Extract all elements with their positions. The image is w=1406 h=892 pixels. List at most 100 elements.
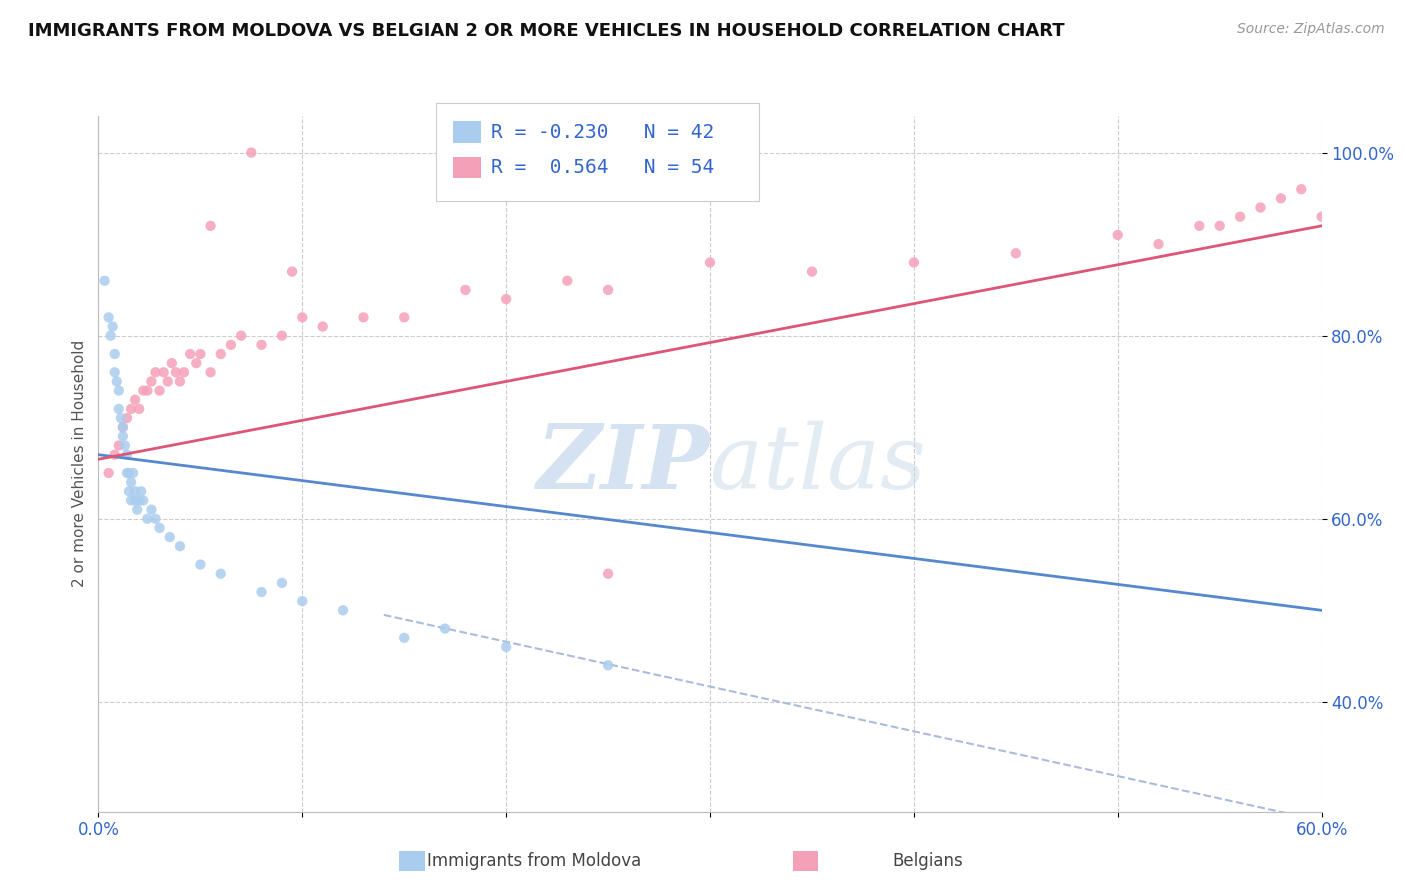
Point <box>115 466 138 480</box>
Point <box>332 603 354 617</box>
Point <box>111 429 134 443</box>
Point <box>152 365 174 379</box>
Point <box>188 347 212 361</box>
Point <box>97 466 120 480</box>
Point <box>1209 219 1232 233</box>
Point <box>699 255 721 269</box>
Point <box>160 356 183 370</box>
Point <box>1188 219 1211 233</box>
Y-axis label: 2 or more Vehicles in Household: 2 or more Vehicles in Household <box>72 340 87 588</box>
Point <box>200 365 222 379</box>
Point <box>93 274 115 288</box>
Point <box>392 310 416 325</box>
Point <box>169 539 191 553</box>
Point <box>136 512 159 526</box>
Point <box>115 448 138 462</box>
Point <box>159 530 181 544</box>
Point <box>108 401 131 416</box>
Point <box>141 375 163 389</box>
Point <box>122 466 145 480</box>
Point <box>136 384 159 398</box>
Point <box>434 622 457 636</box>
Point <box>111 420 134 434</box>
Point <box>231 328 253 343</box>
Point <box>312 319 335 334</box>
Point <box>104 365 127 379</box>
Point <box>1270 191 1292 205</box>
Point <box>250 338 273 352</box>
Point <box>219 338 242 352</box>
Point <box>132 493 155 508</box>
Point <box>141 502 163 516</box>
Point <box>104 347 127 361</box>
Point <box>104 448 127 462</box>
Point <box>291 310 314 325</box>
Point <box>169 375 191 389</box>
Point <box>124 392 146 407</box>
Point <box>120 475 142 490</box>
Point <box>129 484 152 499</box>
Point <box>1229 210 1251 224</box>
Point <box>1107 227 1129 242</box>
Point <box>270 575 294 590</box>
Point <box>598 566 620 581</box>
Point <box>118 466 141 480</box>
Point <box>128 493 150 508</box>
Point <box>454 283 477 297</box>
Point <box>111 420 134 434</box>
Point <box>903 255 925 269</box>
Point <box>209 566 232 581</box>
Point <box>156 375 179 389</box>
Point <box>598 658 620 673</box>
Point <box>114 438 136 452</box>
Point <box>179 347 201 361</box>
Point <box>281 264 304 278</box>
Point <box>149 384 172 398</box>
Text: ZIP: ZIP <box>537 421 710 507</box>
Point <box>101 319 124 334</box>
Point <box>1310 210 1333 224</box>
Point <box>105 375 128 389</box>
Point <box>352 310 374 325</box>
Point <box>801 264 824 278</box>
Point <box>495 640 517 654</box>
Point <box>240 145 263 160</box>
Text: R = -0.230   N = 42: R = -0.230 N = 42 <box>491 122 714 142</box>
Point <box>120 401 142 416</box>
Point <box>97 310 120 325</box>
Point <box>173 365 195 379</box>
Point <box>291 594 314 608</box>
Point <box>145 512 167 526</box>
Point <box>495 292 517 306</box>
Point <box>124 484 146 499</box>
Point <box>200 219 222 233</box>
Point <box>145 365 167 379</box>
Point <box>108 438 131 452</box>
Point <box>270 328 294 343</box>
Point <box>110 411 132 425</box>
Text: atlas: atlas <box>710 420 925 508</box>
Point <box>108 384 131 398</box>
Text: Immigrants from Moldova: Immigrants from Moldova <box>427 852 641 870</box>
Point <box>598 283 620 297</box>
Point <box>188 558 212 572</box>
Point <box>120 493 142 508</box>
Point <box>100 328 122 343</box>
Text: R =  0.564   N = 54: R = 0.564 N = 54 <box>491 158 714 178</box>
Point <box>1004 246 1026 260</box>
Point <box>250 585 273 599</box>
Text: Source: ZipAtlas.com: Source: ZipAtlas.com <box>1237 22 1385 37</box>
Point <box>128 401 150 416</box>
Text: Belgians: Belgians <box>893 852 963 870</box>
Point <box>392 631 416 645</box>
Point <box>186 356 208 370</box>
Point <box>209 347 232 361</box>
Point <box>115 411 138 425</box>
Text: IMMIGRANTS FROM MOLDOVA VS BELGIAN 2 OR MORE VEHICLES IN HOUSEHOLD CORRELATION C: IMMIGRANTS FROM MOLDOVA VS BELGIAN 2 OR … <box>28 22 1064 40</box>
Point <box>149 521 172 535</box>
Point <box>132 384 155 398</box>
Point <box>1291 182 1313 196</box>
Point <box>127 502 149 516</box>
Point <box>165 365 187 379</box>
Point <box>118 484 141 499</box>
